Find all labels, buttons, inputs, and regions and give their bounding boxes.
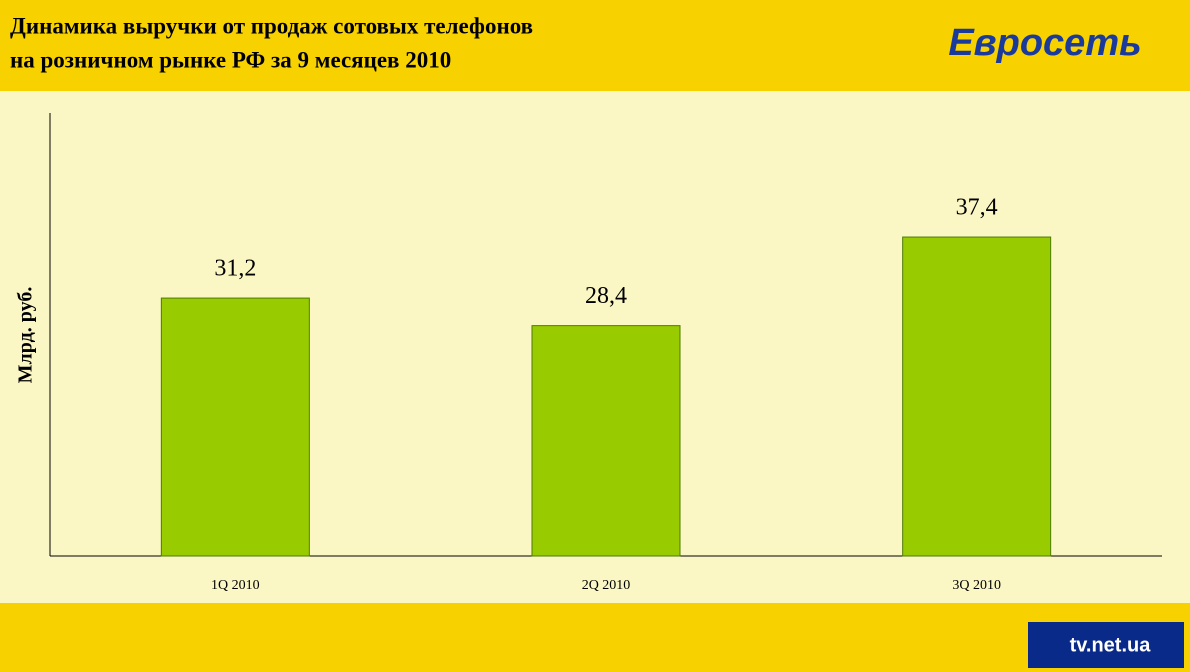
watermark-box [1028, 622, 1184, 668]
data-label: 31,2 [214, 256, 256, 282]
bar [531, 325, 681, 557]
x-tick-label: 2Q 2010 [582, 578, 631, 593]
logo: Евросеть [948, 22, 1141, 64]
bar [902, 236, 1052, 557]
data-label: 37,4 [956, 195, 998, 221]
data-label: 28,4 [585, 283, 627, 309]
x-tick-label: 1Q 2010 [211, 578, 260, 593]
x-tick-label: 3Q 2010 [952, 578, 1001, 593]
watermark: tv.net.ua [1070, 634, 1152, 656]
header-band [0, 0, 1190, 91]
bar [160, 297, 310, 557]
footer-band [0, 603, 1190, 672]
y-axis-label: Млрд. руб. [15, 287, 37, 384]
chart-title: на розничном рынке РФ за 9 месяцев 2010 [10, 47, 451, 72]
chart-title: Динамика выручки от продаж сотовых телеф… [10, 13, 533, 38]
